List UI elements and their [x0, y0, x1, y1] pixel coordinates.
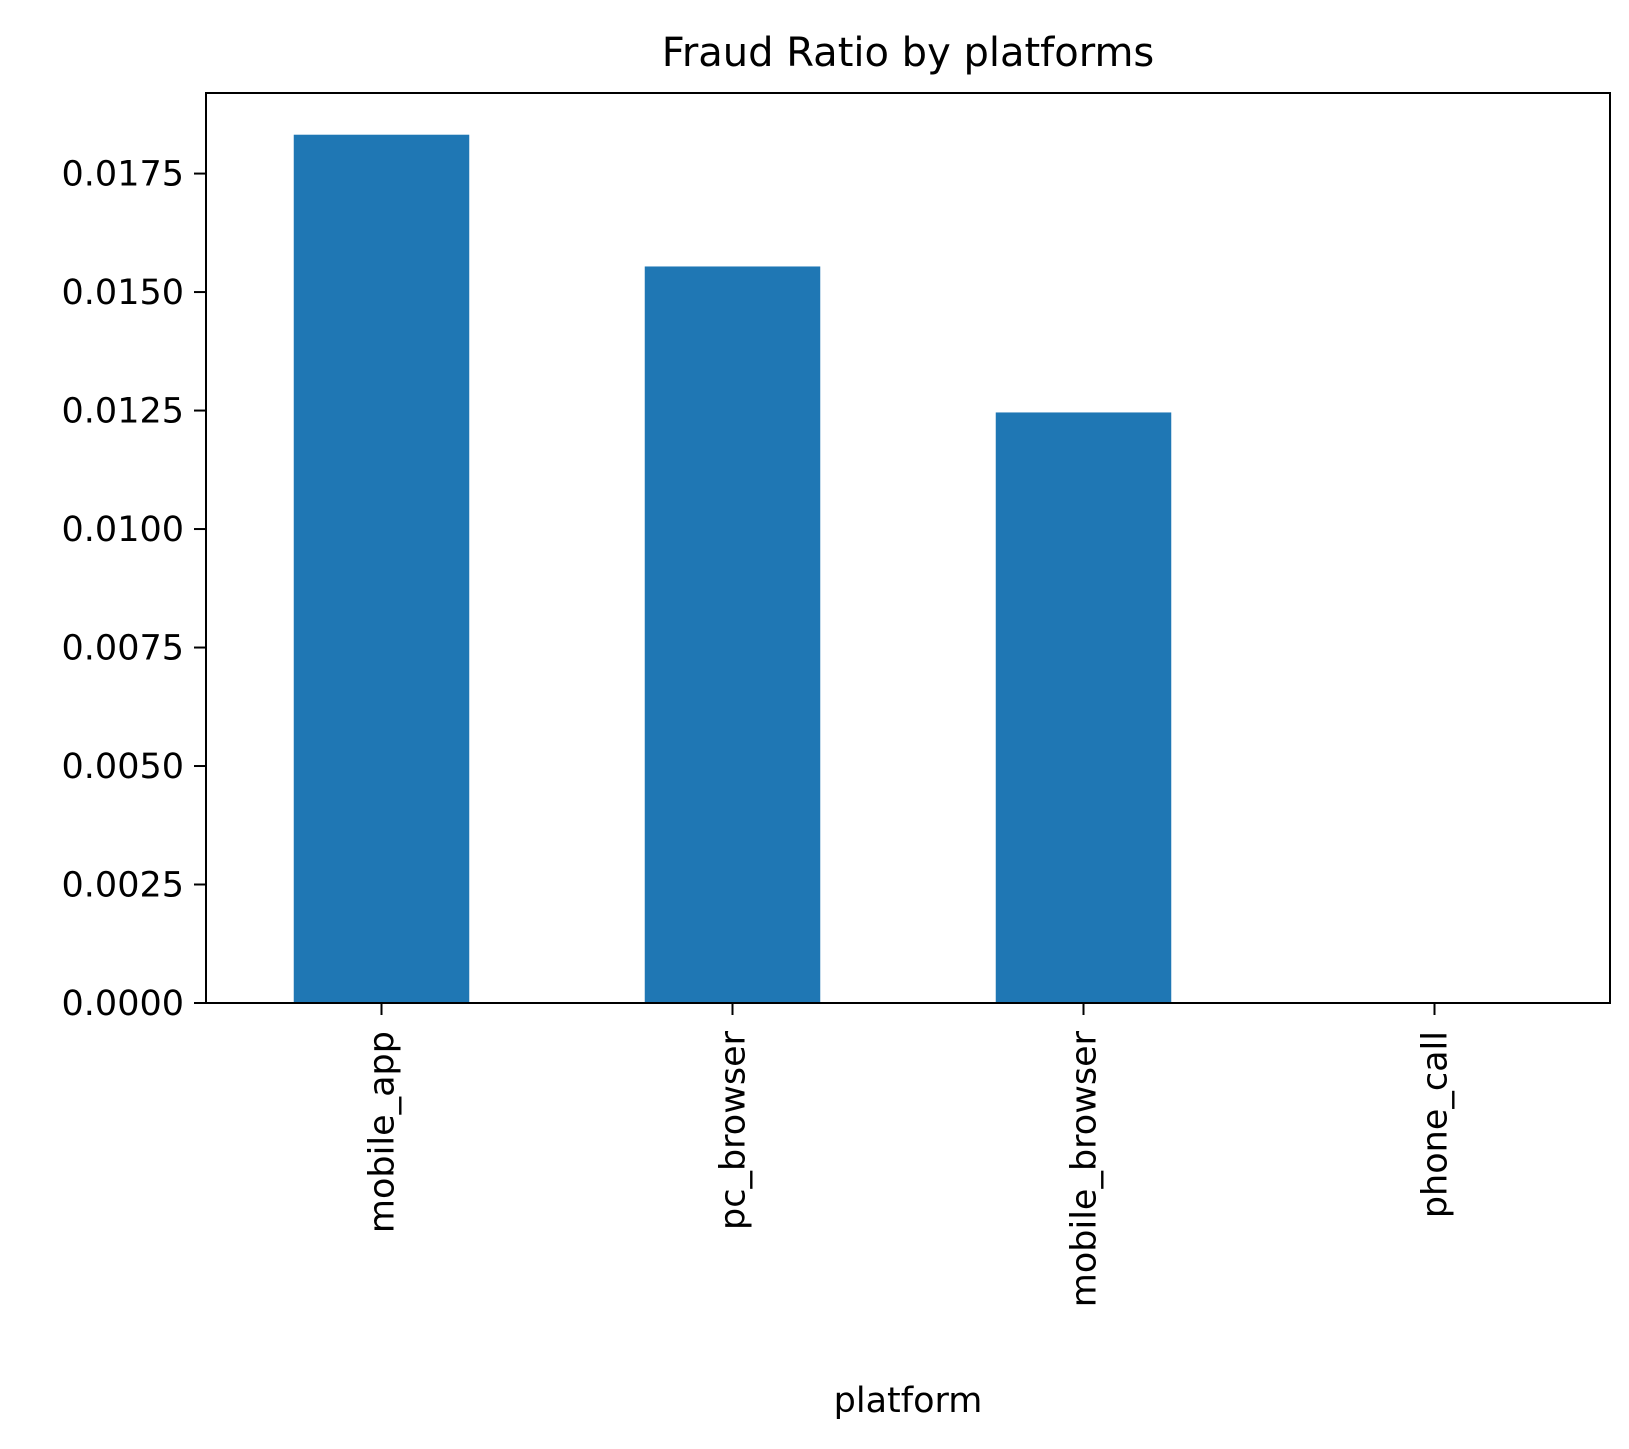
bar-mobile-browser [995, 412, 1172, 1003]
y-tick-label: 0.0150 [62, 273, 184, 313]
x-tick-label: mobile_browser [1065, 1030, 1105, 1307]
y-tick-label: 0.0050 [62, 747, 184, 787]
y-tick-label: 0.0025 [62, 866, 184, 906]
y-tick-label: 0.0000 [62, 984, 184, 1024]
y-tick-label: 0.0100 [62, 510, 184, 550]
chart-title: Fraud Ratio by platforms [662, 30, 1155, 76]
y-tick-label: 0.0075 [62, 629, 184, 669]
y-axis: 0.0000 0.0025 0.0050 0.0075 0.0100 0.0125 0.01… [62, 155, 206, 1024]
bar-mobile-app [293, 134, 470, 1003]
bars-layer [293, 134, 1172, 1004]
x-axis-label: platform [834, 1381, 983, 1421]
bar-pc-browser [644, 266, 821, 1004]
x-tick-label: phone_call [1416, 1031, 1456, 1218]
plot-frame [205, 92, 1611, 1004]
x-tick-label: pc_browser [714, 1030, 754, 1230]
x-axis: mobile_app pc_browser mobile_browser phone_… [363, 1003, 1456, 1307]
y-tick-label: 0.0175 [62, 155, 184, 195]
y-tick-label: 0.0125 [62, 392, 184, 432]
x-tick-label: mobile_app [363, 1031, 403, 1233]
